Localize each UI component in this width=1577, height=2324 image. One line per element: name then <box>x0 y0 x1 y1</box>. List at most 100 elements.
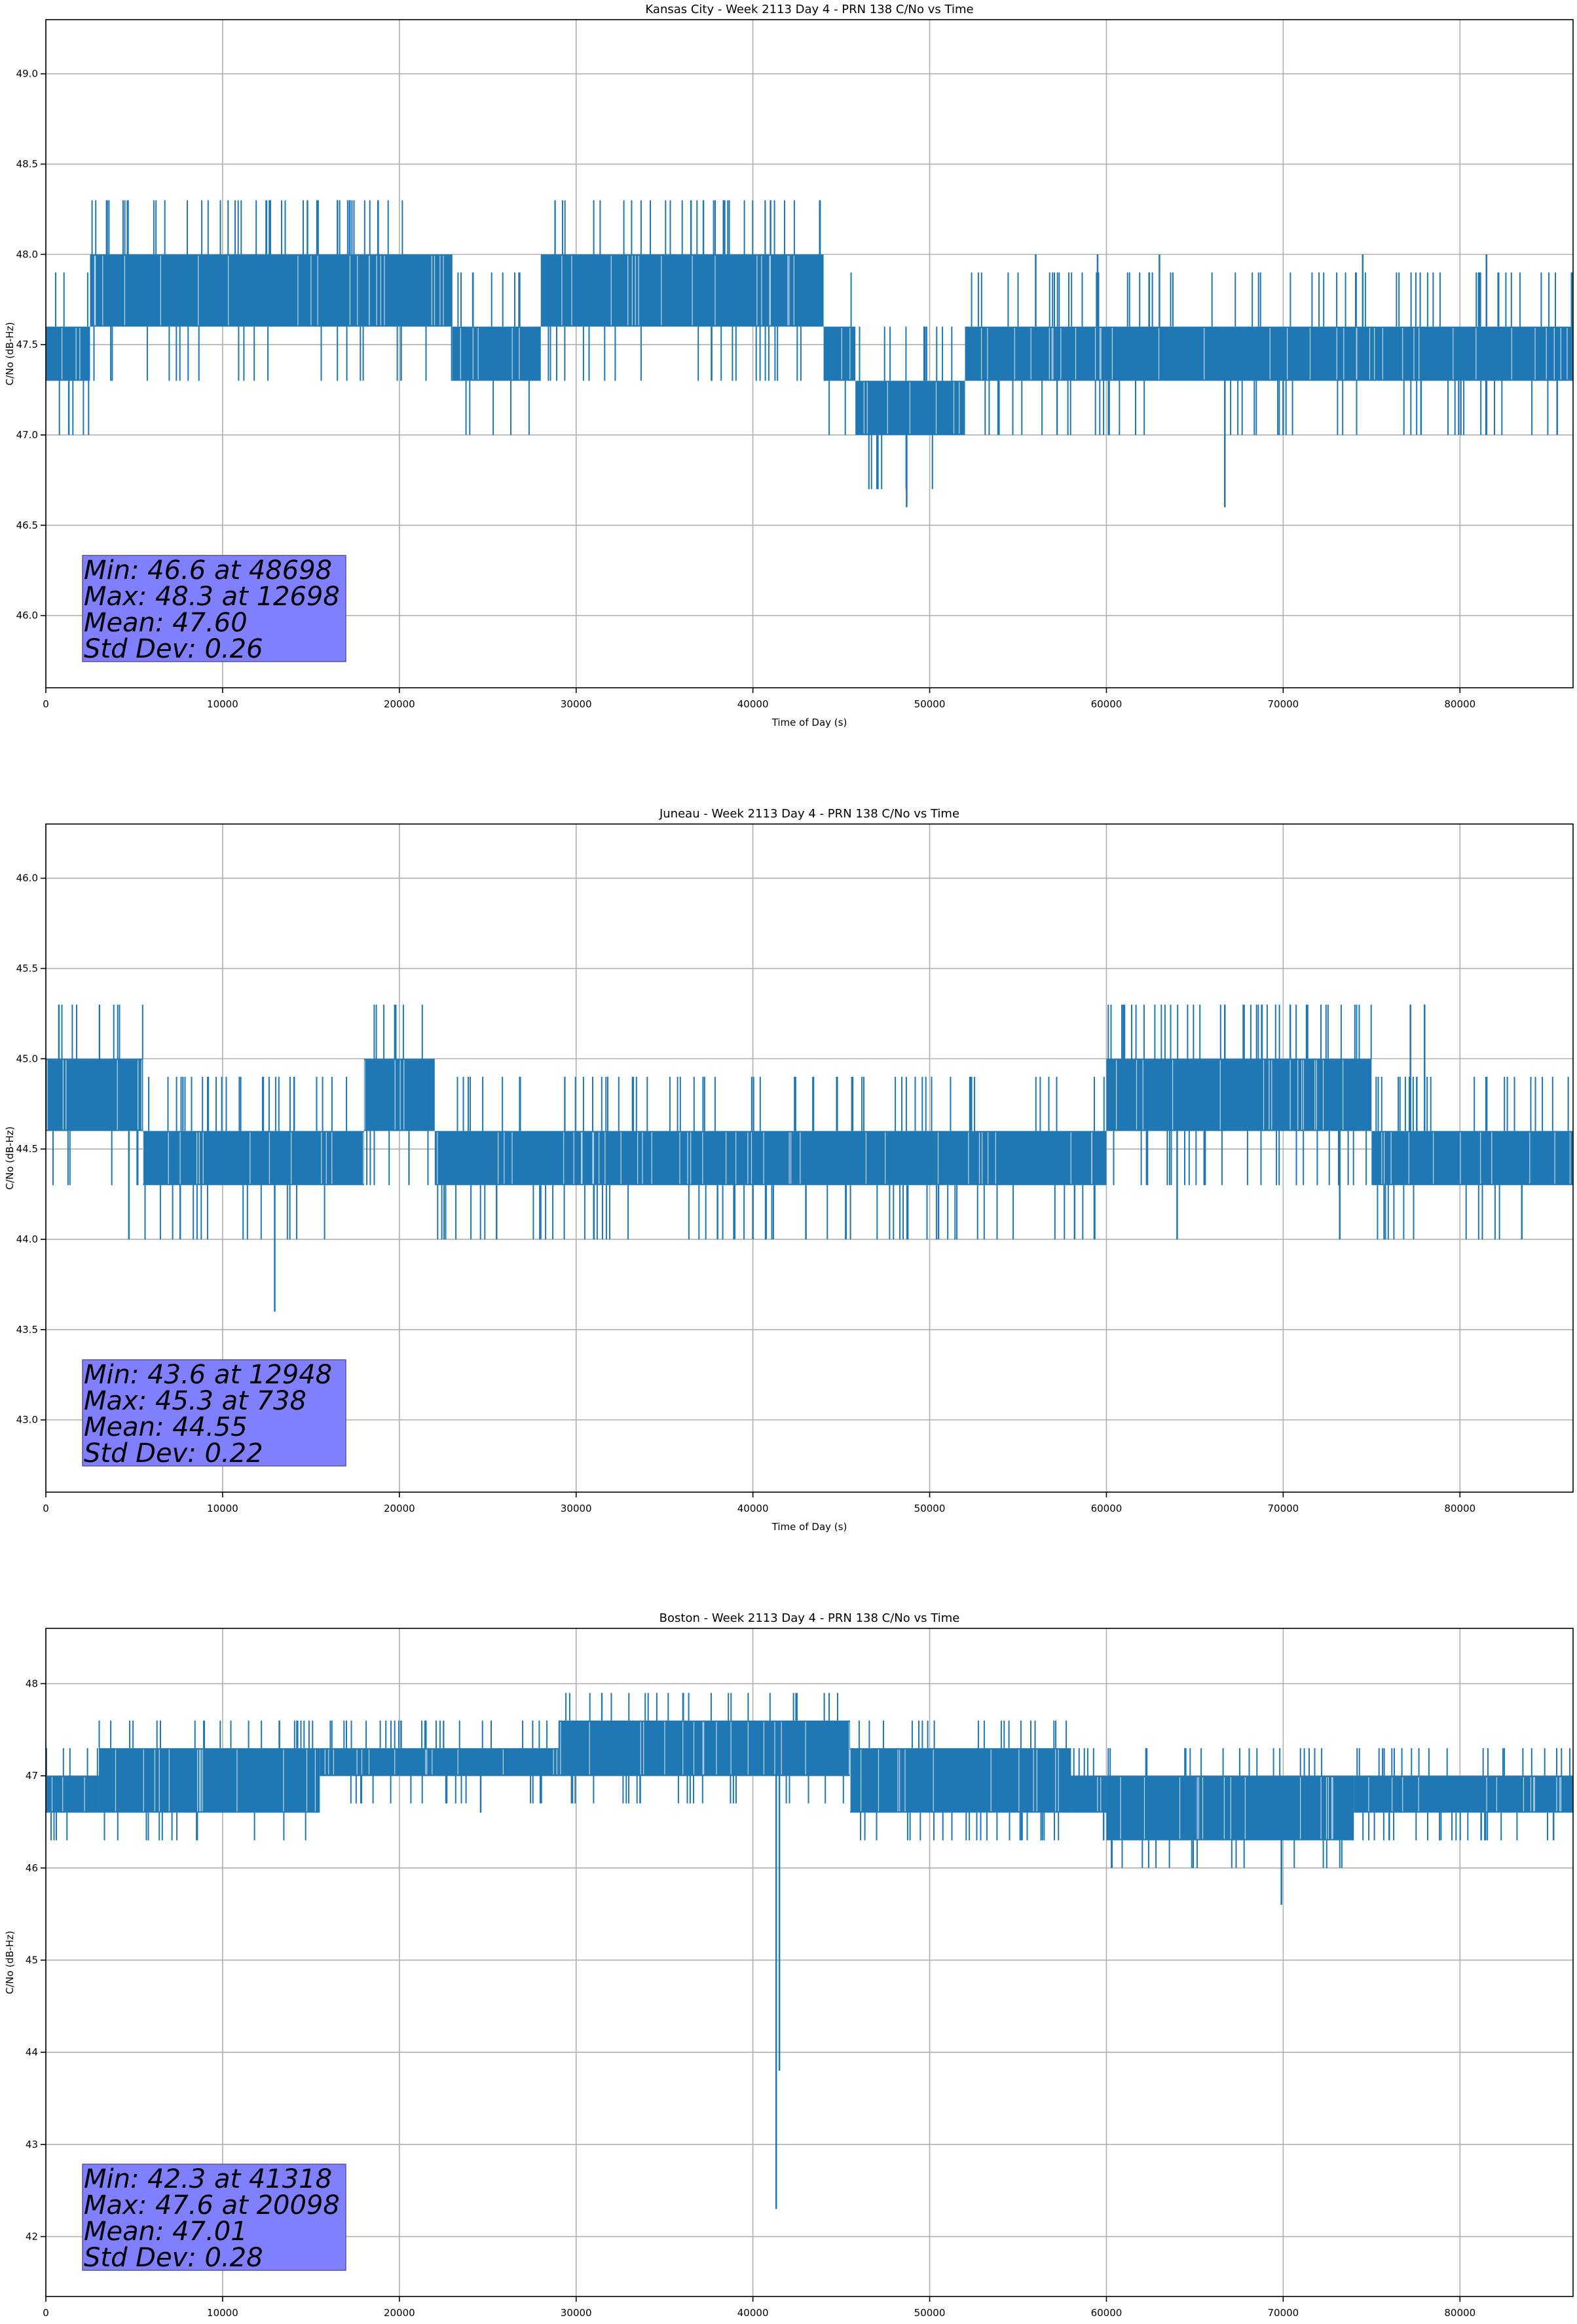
stats-box <box>82 2164 346 2271</box>
x-tick-label: 30000 <box>561 698 592 710</box>
series-gap <box>1097 1777 1102 1812</box>
x-tick-label: 50000 <box>914 698 946 710</box>
series-band <box>850 1748 1071 1813</box>
x-tick-label: 80000 <box>1444 2307 1475 2319</box>
series-band <box>434 1131 1107 1186</box>
chart-panel-3: 0 10000 20000 30000 40000 50000 60000 70000 8000… <box>4 1611 1574 2319</box>
series-gap <box>364 1060 405 1130</box>
axes-frame <box>45 823 1574 1493</box>
x-tick-label: 0 <box>43 1503 49 1514</box>
series-gap <box>115 1749 316 1812</box>
series-gap <box>94 255 444 326</box>
stats-box <box>82 1359 346 1467</box>
series-band <box>46 1776 99 1813</box>
x-tick-label: 20000 <box>384 2307 415 2319</box>
y-tick-label: 42 <box>26 2231 38 2243</box>
stats-line: Mean: 44.55 <box>84 1412 248 1442</box>
y-tick-label: 47.0 <box>16 429 38 441</box>
stats-line: Max: 48.3 at 12698 <box>84 582 340 612</box>
stats-line: Min: 46.6 at 48698 <box>84 555 332 586</box>
x-tick-label: 20000 <box>384 1503 415 1514</box>
series-band <box>98 1748 320 1813</box>
series-band <box>363 1059 435 1131</box>
series-band <box>558 1720 851 1776</box>
series-noise <box>366 1004 429 1186</box>
y-axis-label: C/No (dB-Hz) <box>4 1931 16 1995</box>
y-axis-label: C/No (dB-Hz) <box>4 322 16 386</box>
x-axis-label: Time of Day (s) <box>771 717 847 728</box>
y-tick-label: 48 <box>26 1677 38 1689</box>
x-tick-label: 40000 <box>737 698 769 710</box>
series-noise <box>457 272 530 436</box>
y-tick-label: 46 <box>26 1862 38 1874</box>
y-tick-label: 44.5 <box>16 1143 38 1155</box>
y-tick-label: 47 <box>26 1770 38 1782</box>
series-band <box>452 326 541 381</box>
x-tick-label: 10000 <box>207 698 238 710</box>
series-gap <box>51 1777 85 1812</box>
chart-title: Juneau - Week 2113 Day 4 - PRN 138 C/No … <box>659 807 959 821</box>
chart-panel-1: 0 10000 20000 30000 40000 50000 60000 70000 8000… <box>4 3 1574 728</box>
x-tick-label: 0 <box>43 698 49 710</box>
series-gap <box>561 255 794 326</box>
series-noise <box>329 1720 548 1804</box>
y-tick-label: 45.5 <box>16 963 38 975</box>
series-noise <box>98 1720 314 1841</box>
x-tick-label: 30000 <box>561 2307 592 2319</box>
series-noise <box>55 272 90 436</box>
series-noise <box>1356 1748 1571 1841</box>
series-band <box>1371 1131 1573 1186</box>
series-gap <box>981 328 1568 380</box>
chart-panel-2: 0 10000 20000 30000 40000 50000 60000 70000 8000… <box>4 807 1574 1533</box>
stats-line: Max: 45.3 at 738 <box>84 1386 306 1416</box>
series-band <box>46 1059 143 1131</box>
y-tick-label: 43.0 <box>16 1414 38 1426</box>
x-tick-label: 0 <box>43 2307 49 2319</box>
x-tick-label: 50000 <box>914 2307 946 2319</box>
y-tick-label: 46.0 <box>16 872 38 884</box>
y-tick-label: 45.0 <box>16 1053 38 1064</box>
stats-line: Min: 42.3 at 41318 <box>84 2164 332 2194</box>
stats-line: Max: 47.6 at 20098 <box>84 2190 340 2221</box>
series-gap <box>460 328 520 380</box>
stats-line: Mean: 47.60 <box>84 608 248 638</box>
axes-frame <box>45 1628 1574 2297</box>
series-cno <box>46 1693 1573 2209</box>
series-band <box>823 326 856 381</box>
stats-box <box>82 555 346 662</box>
series-noise <box>547 200 821 381</box>
series-gap <box>62 328 81 380</box>
series-gap <box>142 1132 364 1184</box>
series-gap <box>324 1749 557 1775</box>
x-tick-label: 10000 <box>207 1503 238 1514</box>
series-band <box>1106 1776 1354 1841</box>
axes-frame <box>45 19 1574 688</box>
series-band <box>540 254 824 327</box>
stats-line: Mean: 47.01 <box>84 2217 248 2247</box>
x-tick-label: 60000 <box>1091 1503 1122 1514</box>
series-gap <box>1120 1777 1333 1839</box>
series-band <box>965 326 1573 381</box>
stats-line: Std Dev: 0.22 <box>84 1438 263 1469</box>
x-tick-label: 50000 <box>914 1503 946 1514</box>
x-tick-label: 40000 <box>737 1503 769 1514</box>
series-gap <box>849 1749 1059 1812</box>
y-tick-label: 47.5 <box>16 339 38 350</box>
y-tick-label: 43.5 <box>16 1324 38 1336</box>
series-band <box>320 1748 559 1776</box>
series-band <box>143 1131 364 1186</box>
chart-title: Kansas City - Week 2113 Day 4 - PRN 138 … <box>645 3 973 16</box>
series-gap <box>863 382 960 434</box>
y-tick-label: 46.5 <box>16 519 38 531</box>
series-gap <box>1368 1777 1562 1812</box>
series-gap <box>841 328 851 380</box>
y-tick-label: 49.0 <box>16 68 38 80</box>
x-tick-label: 70000 <box>1267 698 1299 710</box>
x-tick-label: 80000 <box>1444 698 1475 710</box>
series-noise <box>565 1693 844 1804</box>
y-tick-label: 48.0 <box>16 248 38 260</box>
series-noise <box>971 272 1573 436</box>
series-cno <box>46 1004 1573 1312</box>
x-tick-label: 40000 <box>737 2307 769 2319</box>
